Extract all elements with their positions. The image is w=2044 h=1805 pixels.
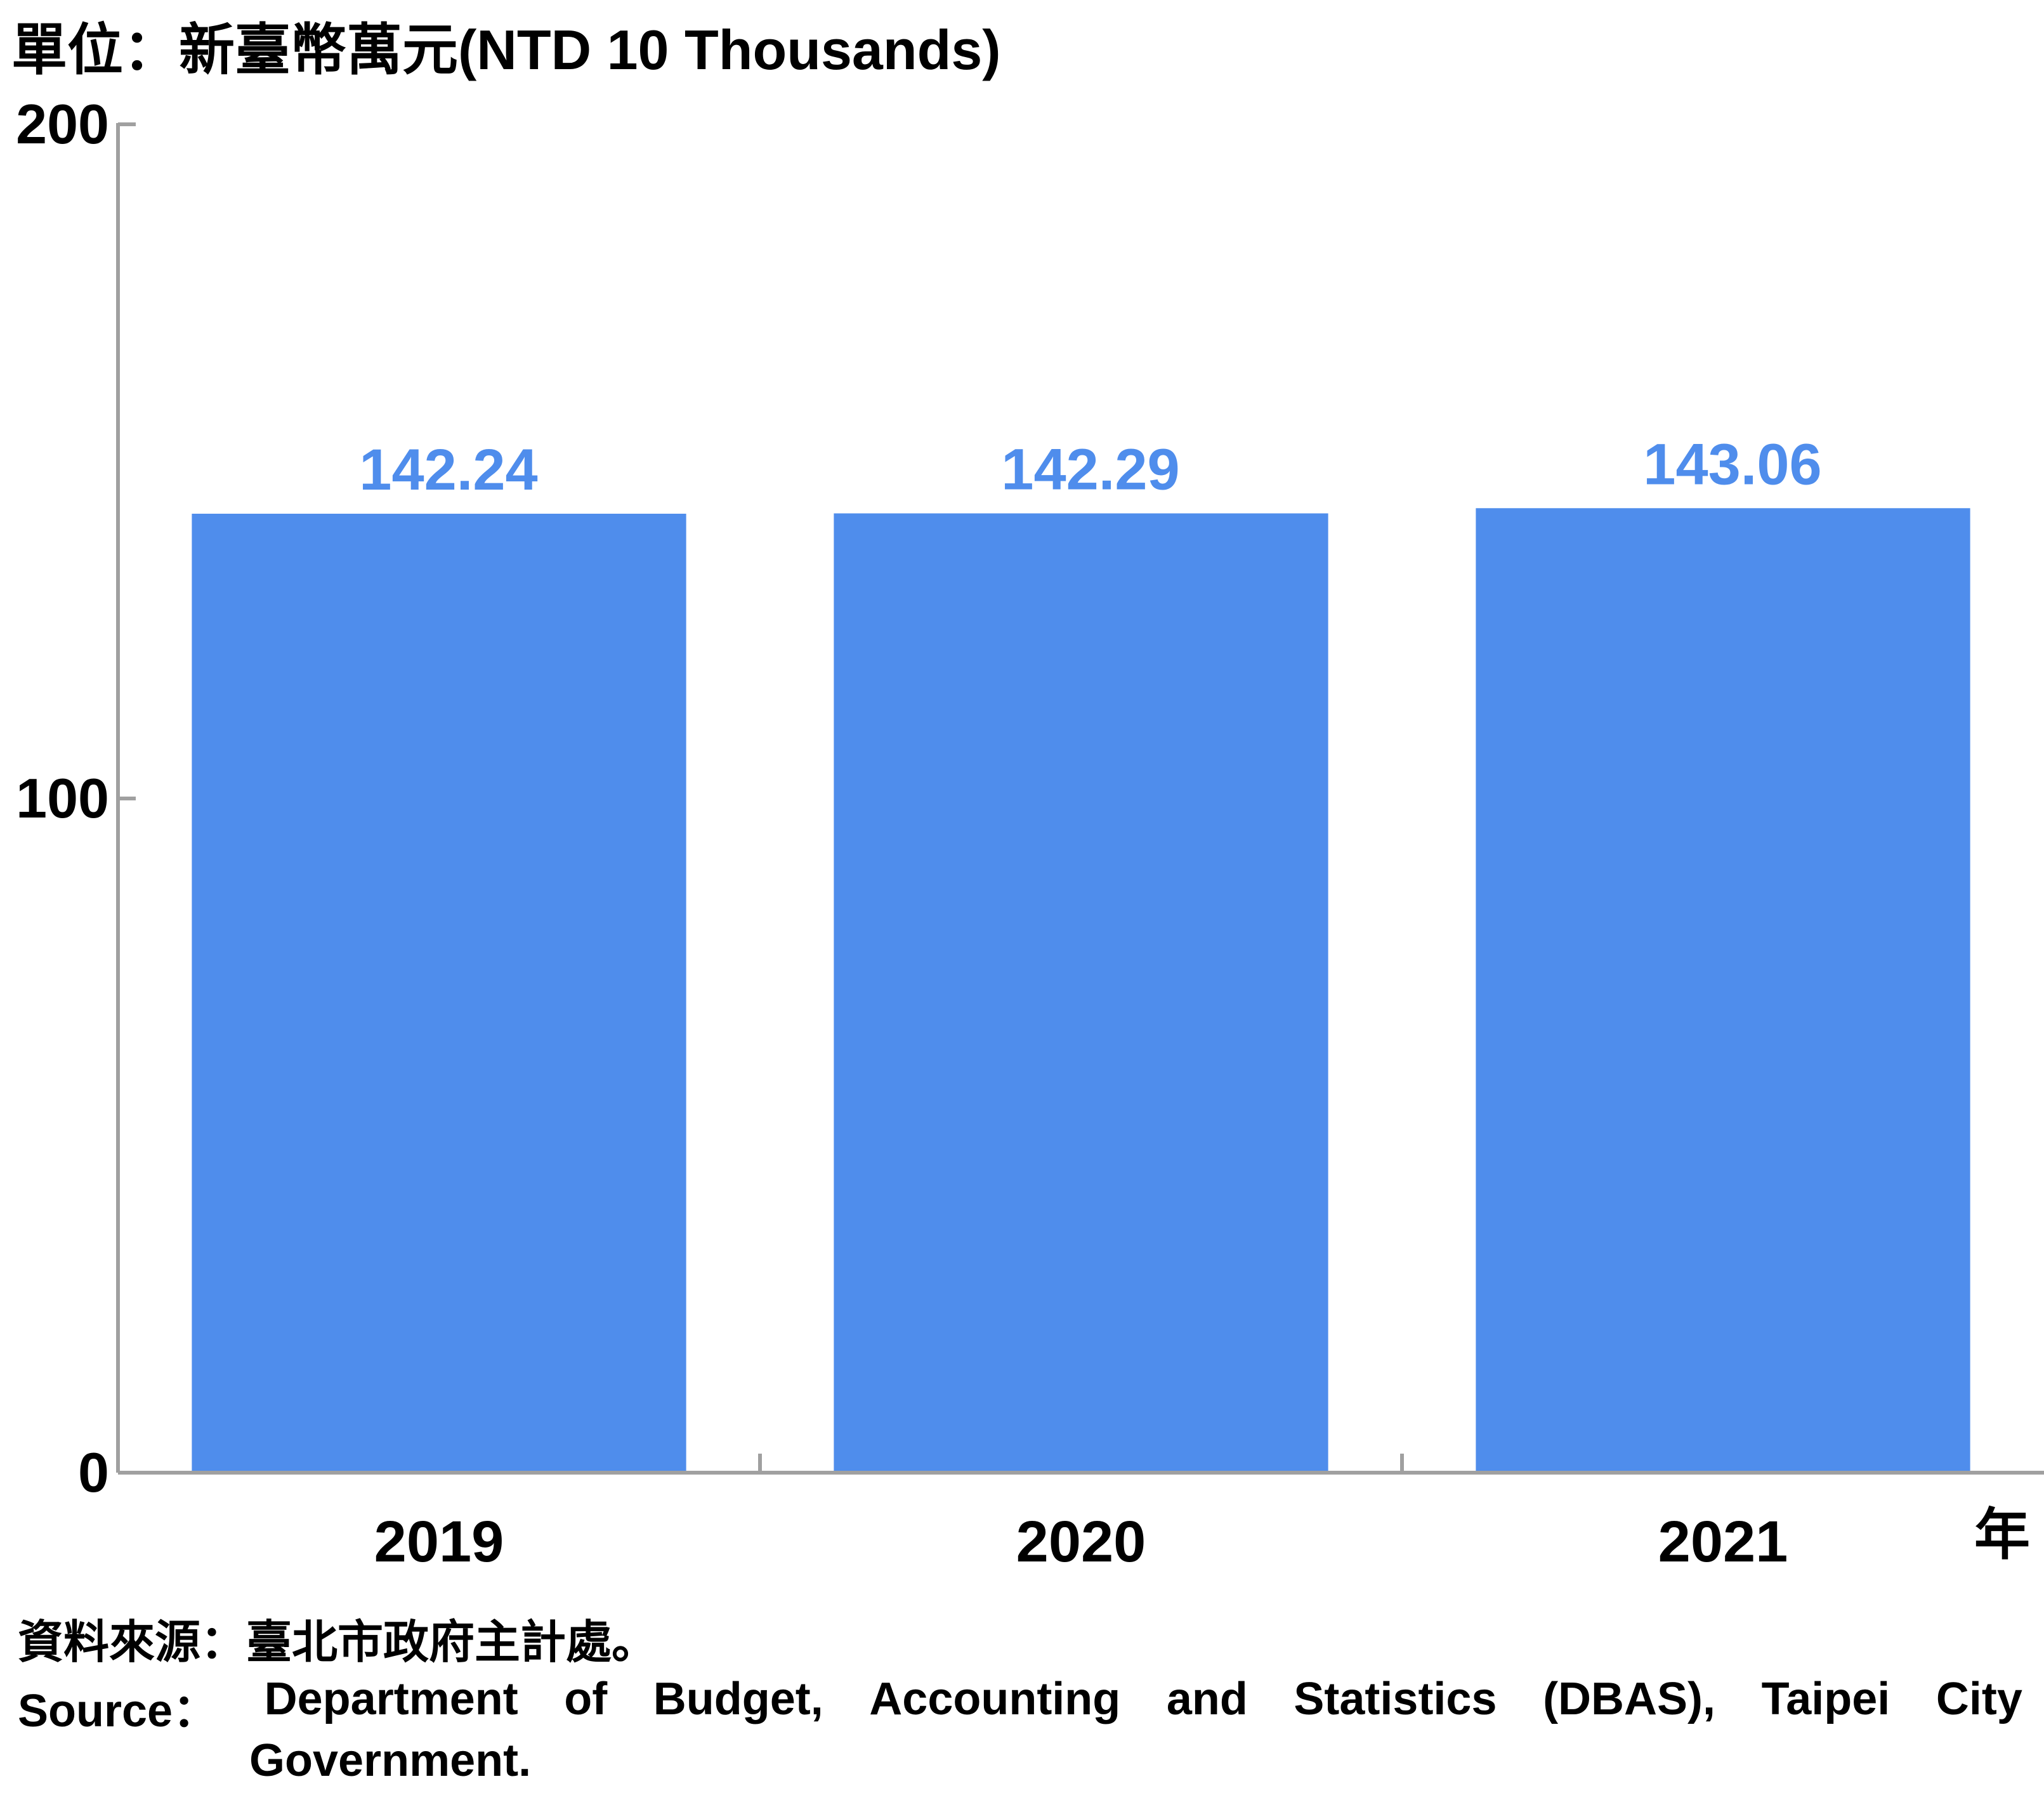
bar-value-label: 142.29 [1001, 437, 1179, 502]
bar-value-label: 142.24 [359, 438, 537, 502]
y-tick-label: 100 [16, 767, 109, 830]
y-axis-ticks: 0 100 200 [16, 93, 136, 1504]
bar-value-labels: 142.24 142.29 143.06 [359, 432, 1821, 502]
source-prefix: Source： [18, 1686, 219, 1737]
x-tick-label: 2020 [1016, 1509, 1146, 1574]
source-word: Taipei [1761, 1674, 1890, 1724]
x-axis-ticks: 2019 2020 2021 [374, 1454, 1788, 1574]
x-axis-unit-label: 年 [1974, 1502, 2030, 1567]
unit-label: 單位：新臺幣萬元(NTD 10 Thousands) [11, 18, 1001, 81]
source-chinese: 資料來源：臺北市政府主計處。 [18, 1617, 658, 1668]
source-word: Department [264, 1674, 518, 1724]
source-word: of [564, 1674, 608, 1724]
bar-2021 [1476, 508, 1970, 1471]
bar-2019 [192, 513, 686, 1471]
source-word: Accounting [869, 1674, 1121, 1724]
source-word: Budget, [653, 1674, 823, 1724]
source-word: (DBAS), [1543, 1674, 1716, 1724]
x-tick-label: 2019 [374, 1509, 504, 1574]
source-word: Statistics [1294, 1674, 1497, 1724]
bars [192, 508, 1970, 1471]
bar-2020 [834, 513, 1328, 1471]
bar-value-label: 143.06 [1643, 432, 1821, 497]
x-tick-label: 2021 [1658, 1509, 1788, 1574]
source-english-line-2: Government. [249, 1735, 532, 1786]
y-tick-label: 0 [78, 1441, 109, 1504]
source-word: and [1166, 1674, 1248, 1724]
source-english-line-1: Source： Department of Budget, Accounting… [18, 1673, 2022, 1740]
y-tick-label: 200 [16, 93, 109, 155]
source-word: City [1936, 1674, 2022, 1724]
